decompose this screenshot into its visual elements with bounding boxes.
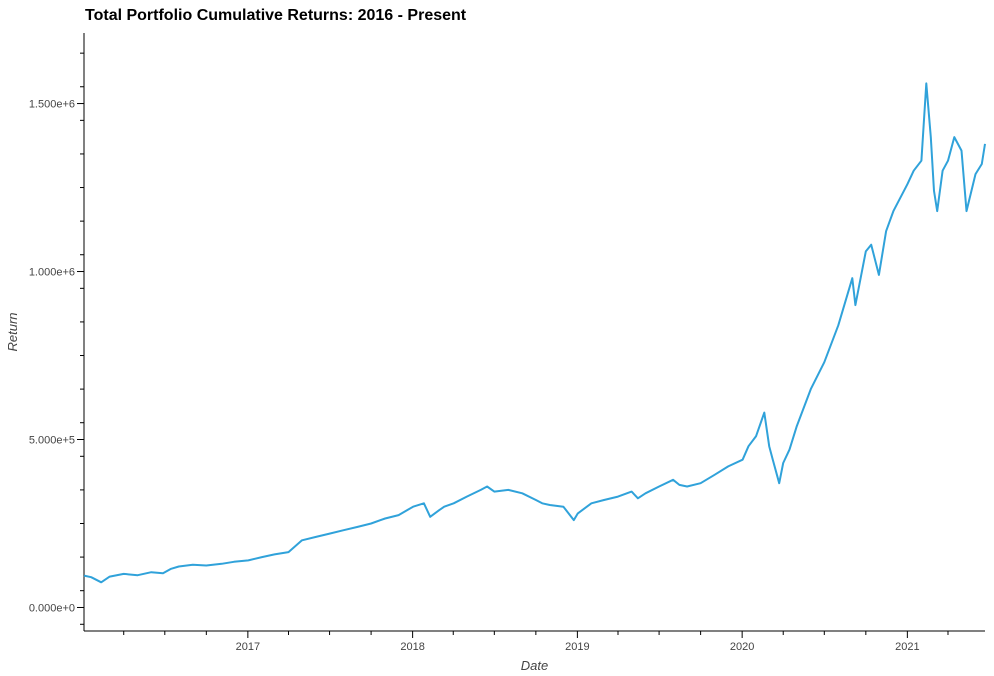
axes: 0.000e+0 5.000e+5 1.000e+6 1.500e+6 2017 2018… [29,33,985,653]
x-tick-label: 2018 [400,641,424,653]
chart-title: Total Portfolio Cumulative Returns: 2016… [85,7,467,24]
series-line [83,82,986,584]
y-tick-label: 1.000e+6 [29,267,75,279]
y-tick-label: 0.000e+0 [29,602,75,614]
series-layer [83,82,986,584]
x-axis-label: Date [521,658,548,673]
y-axis-label: Return [5,312,20,351]
x-tick-label: 2020 [730,641,754,653]
x-tick-label: 2021 [895,641,919,653]
x-tick-label: 2019 [565,641,589,653]
y-tick-label: 1.500e+6 [29,99,75,111]
y-tick-label: 5.000e+5 [29,435,75,447]
x-tick-label: 2017 [236,641,260,653]
